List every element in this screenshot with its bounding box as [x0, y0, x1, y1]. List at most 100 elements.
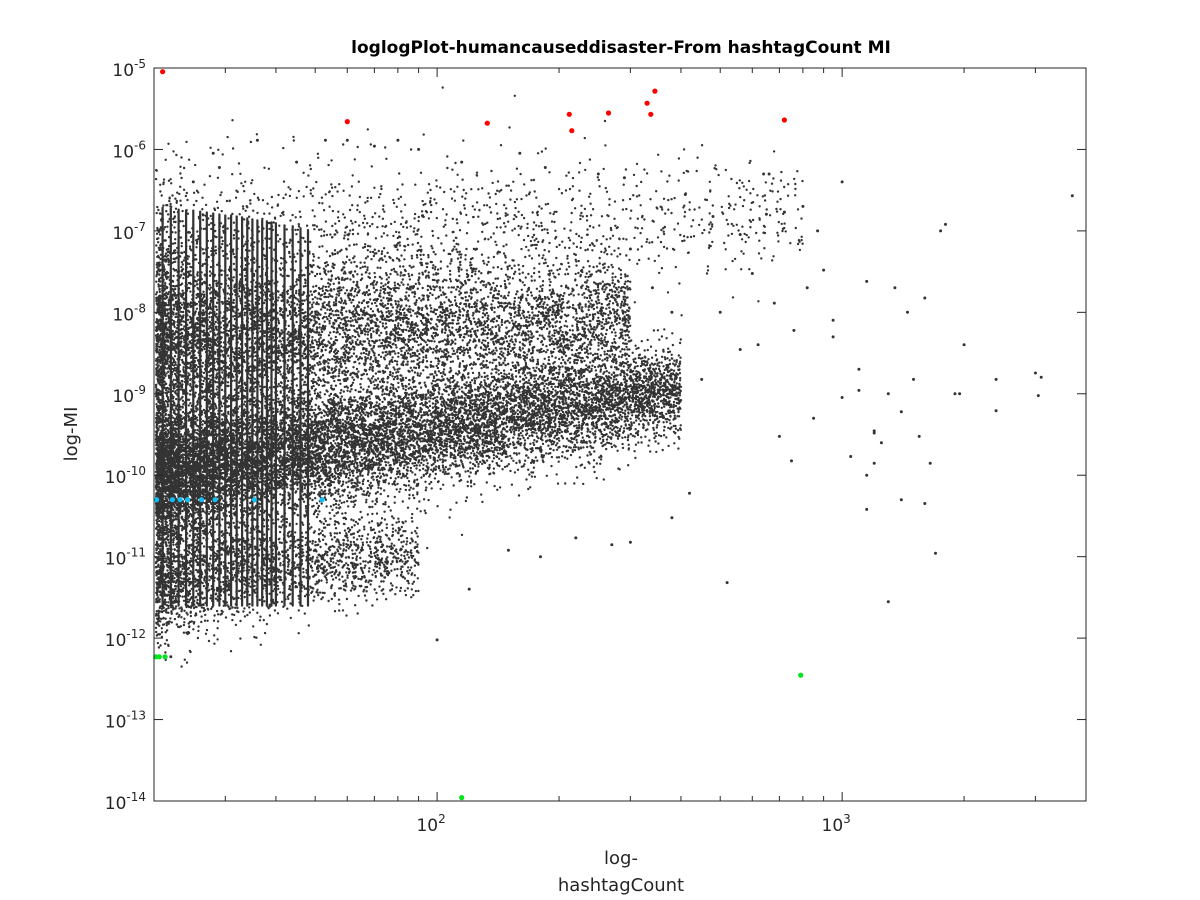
data-point: [295, 160, 299, 164]
data-point: [344, 119, 350, 125]
data-point: [459, 795, 465, 801]
x-tick-label: 102: [416, 812, 445, 836]
data-point: [928, 461, 932, 465]
data-point: [865, 473, 869, 477]
data-point: [917, 434, 921, 438]
y-tick-label: 10-13: [105, 709, 146, 733]
y-tick-label: 10-6: [112, 138, 146, 162]
y-axis-label: log-MI: [61, 407, 82, 462]
data-point: [169, 497, 175, 503]
data-point: [994, 409, 998, 413]
data-point: [879, 441, 883, 445]
data-point: [958, 392, 962, 396]
data-point: [944, 222, 947, 226]
y-tick-label: 10-10: [105, 464, 146, 488]
data-point: [798, 672, 804, 678]
data-point: [435, 638, 439, 642]
data-point: [792, 328, 796, 332]
data-point: [700, 377, 704, 381]
data-point: [782, 210, 786, 214]
data-point: [396, 138, 400, 142]
data-point: [756, 343, 760, 347]
data-point: [670, 310, 674, 314]
data-point: [767, 172, 771, 176]
data-point: [777, 434, 781, 438]
data-point: [596, 172, 600, 176]
data-point: [156, 654, 162, 660]
data-point: [772, 301, 776, 305]
data-point: [1033, 371, 1037, 375]
data-point: [764, 212, 768, 216]
data-point: [939, 229, 943, 233]
data-point: [191, 180, 195, 184]
data-point: [650, 286, 654, 290]
data-point: [644, 100, 650, 106]
data-point: [652, 88, 658, 94]
chart-title: loglogPlot-humancauseddisaster-From hash…: [351, 38, 891, 58]
data-point: [1039, 375, 1043, 379]
data-point: [648, 111, 654, 117]
x-tick-label: 103: [822, 812, 851, 836]
data-point: [539, 555, 542, 559]
data-point: [211, 151, 215, 155]
data-point: [762, 172, 766, 176]
data-point: [566, 111, 572, 117]
background-points: [154, 86, 804, 668]
data-point: [177, 497, 183, 503]
data-point: [790, 459, 793, 463]
data-point: [160, 69, 166, 75]
data-point: [812, 416, 816, 420]
data-point: [962, 343, 966, 347]
data-point: [212, 497, 218, 503]
data-point: [688, 491, 691, 495]
data-point: [217, 166, 221, 169]
data-point: [849, 455, 853, 458]
data-point: [506, 548, 510, 552]
data-point: [460, 160, 464, 164]
data-point: [162, 654, 168, 660]
data-point: [886, 392, 890, 396]
data-point: [872, 429, 876, 433]
data-point: [831, 318, 835, 322]
data-point: [781, 117, 788, 123]
data-point: [840, 396, 844, 399]
data-point: [738, 348, 742, 351]
data-point: [738, 233, 742, 237]
data-point: [319, 497, 325, 503]
data-point: [683, 193, 687, 196]
data-point: [1070, 194, 1074, 198]
data-point: [899, 498, 903, 502]
data-point: [610, 543, 614, 547]
data-point: [805, 286, 809, 290]
data-point: [628, 247, 632, 251]
data-point: [467, 587, 471, 591]
data-point: [323, 138, 327, 142]
data-point: [822, 268, 826, 272]
y-tick-label: 10-7: [112, 220, 146, 244]
x-axis-label-line2: hashtagCount: [558, 875, 684, 896]
data-point: [857, 367, 861, 371]
data-point: [801, 204, 805, 208]
data-point: [543, 166, 547, 169]
y-tick-label: 10-5: [112, 57, 146, 81]
data-point: [816, 229, 820, 233]
y-tick-label: 10-9: [112, 383, 146, 407]
data-point: [718, 310, 722, 314]
data-point: [251, 497, 257, 503]
data-point: [840, 180, 844, 184]
data-point: [574, 536, 578, 540]
data-point: [670, 516, 674, 520]
data-point: [198, 497, 205, 503]
data-point: [886, 600, 890, 604]
data-point: [417, 147, 421, 151]
data-point: [622, 176, 626, 180]
data-point: [725, 581, 729, 585]
data-point: [628, 540, 632, 544]
data-point: [865, 507, 869, 511]
x-axis-label-line1: log-: [604, 848, 638, 869]
data-point: [605, 110, 612, 116]
data-point: [923, 296, 927, 300]
y-tick-label: 10-11: [105, 546, 146, 570]
y-tick-label: 10-8: [112, 301, 146, 325]
